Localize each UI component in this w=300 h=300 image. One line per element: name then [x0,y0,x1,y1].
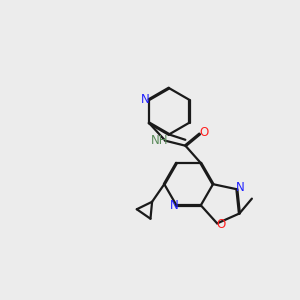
Text: N: N [236,181,245,194]
Text: O: O [216,218,226,231]
Text: N: N [170,199,179,212]
Text: O: O [200,126,209,139]
Text: NH: NH [151,134,169,147]
Text: N: N [141,93,150,106]
